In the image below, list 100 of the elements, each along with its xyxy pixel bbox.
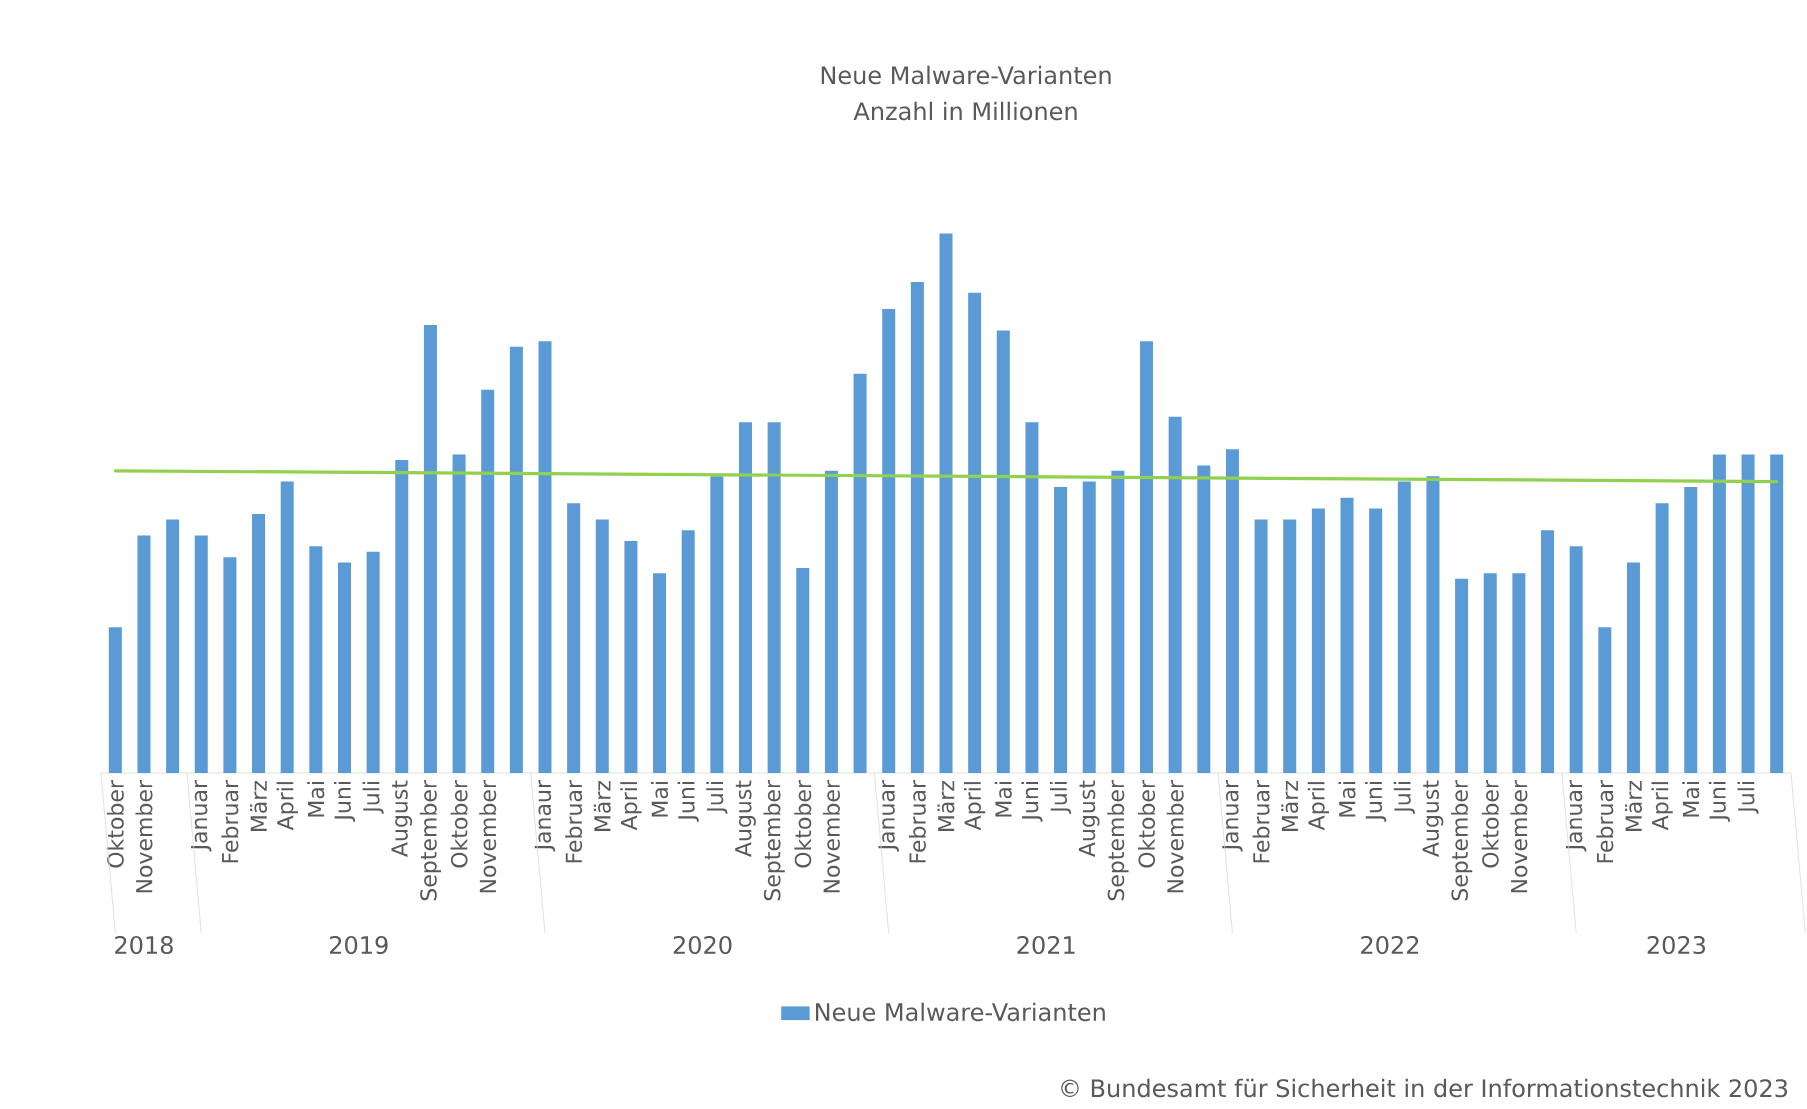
x-tick-label: Janaur (534, 780, 556, 852)
x-tick-label: Juni (1708, 782, 1730, 822)
x-tick-label: März (1624, 781, 1642, 831)
x-tick-label: Mai (1338, 782, 1356, 817)
bar (1054, 487, 1068, 773)
x-tick-label: Juni (1365, 782, 1387, 822)
x-tick-label: November (135, 780, 153, 893)
x-tick-label: Januar (1222, 780, 1243, 852)
x-tick-label: April (1651, 782, 1673, 831)
x-tick-label: März (250, 781, 268, 831)
bar (939, 233, 953, 773)
text: © Bundesamt für Sicherheit in der Informationstechnik 2023 (1061, 1078, 1788, 1098)
x-tick-label: Februar (221, 780, 239, 863)
bar (223, 557, 237, 773)
bar (1025, 422, 1039, 773)
bar (1397, 481, 1411, 773)
bar (853, 373, 867, 773)
x-tick-label: September (1107, 780, 1129, 901)
x-tick-label: August (391, 780, 413, 857)
x-tick-label: September (419, 780, 442, 901)
bar (996, 330, 1010, 773)
x-tick-label: November (479, 780, 497, 893)
x-tick-label: August (1078, 780, 1100, 857)
x-tick-label: November (1510, 780, 1528, 893)
bar (1197, 465, 1211, 773)
x-tick-label: April (620, 782, 642, 831)
x-tick-label: September (763, 780, 785, 901)
bar (710, 476, 724, 773)
bar (1311, 508, 1325, 773)
bar (1712, 454, 1726, 773)
x-tick-label: Mai (994, 782, 1012, 817)
x-tick-label: Juni (677, 782, 699, 822)
bar (1655, 503, 1669, 773)
x-tick-label: Juni (333, 782, 356, 822)
text: 2019 (330, 935, 388, 955)
bar (1111, 470, 1125, 773)
bar (452, 454, 466, 773)
bar (1426, 476, 1440, 773)
x-tick-label: Februar (1252, 780, 1270, 863)
bar (1541, 530, 1555, 773)
x-tick-label: Mai (651, 782, 669, 817)
bar (681, 530, 695, 773)
x-tick-label: Juli (362, 782, 384, 814)
bar (137, 535, 151, 773)
x-tick-label: Februar (1596, 780, 1614, 863)
bar (1483, 573, 1497, 773)
x-tick-label: Februar (908, 780, 926, 863)
bar (194, 535, 208, 773)
x-tick-label: Januar (878, 780, 899, 852)
x-tick-label: Oktober (1481, 780, 1499, 868)
bar (1369, 508, 1383, 773)
x-tick-label: April (964, 782, 986, 831)
bar (509, 346, 523, 773)
bar (1340, 497, 1354, 773)
x-tick-label: Januar (191, 780, 212, 852)
bar (395, 460, 409, 773)
text: 2020 (673, 935, 732, 955)
bar (366, 551, 380, 773)
text: 2021 (1017, 935, 1075, 955)
x-tick-label: Juli (706, 782, 728, 814)
bar (252, 513, 266, 773)
bar (653, 573, 667, 773)
text: 2022 (1361, 935, 1419, 955)
x-tick-label: November (1166, 780, 1184, 893)
bar (337, 562, 351, 773)
bar (309, 546, 323, 773)
bar (595, 519, 609, 773)
bar (1741, 454, 1755, 773)
text: 2023 (1647, 935, 1706, 955)
bar (166, 519, 180, 773)
bar (1225, 449, 1239, 773)
x-tick-label: Oktober (450, 780, 468, 868)
bar (481, 389, 495, 773)
bar (1569, 546, 1583, 773)
bar (280, 481, 294, 773)
bar (567, 503, 581, 773)
x-tick-label: April (276, 782, 298, 831)
bar (538, 341, 552, 773)
bar (423, 325, 437, 773)
bar (1598, 627, 1612, 773)
x-tick-label: August (1422, 780, 1444, 857)
bar (882, 308, 896, 773)
x-tick-label: Februar (565, 780, 583, 863)
bar (1770, 454, 1784, 773)
bar (1283, 519, 1297, 773)
bar (1512, 573, 1526, 773)
bar (739, 422, 752, 773)
bar (1168, 416, 1182, 773)
bar (796, 567, 810, 773)
bar (1082, 481, 1096, 773)
x-tick-label: November (822, 780, 840, 893)
x-tick-label: März (593, 781, 611, 831)
text: 2018 (115, 935, 173, 955)
x-tick-label: Januar (1565, 780, 1587, 852)
x-tick-label: März (1281, 781, 1299, 831)
bar (910, 281, 924, 773)
x-tick-label: Juli (1737, 782, 1759, 814)
bar (624, 540, 638, 773)
bar (1455, 578, 1469, 773)
x-tick-label: Oktober (106, 780, 124, 868)
